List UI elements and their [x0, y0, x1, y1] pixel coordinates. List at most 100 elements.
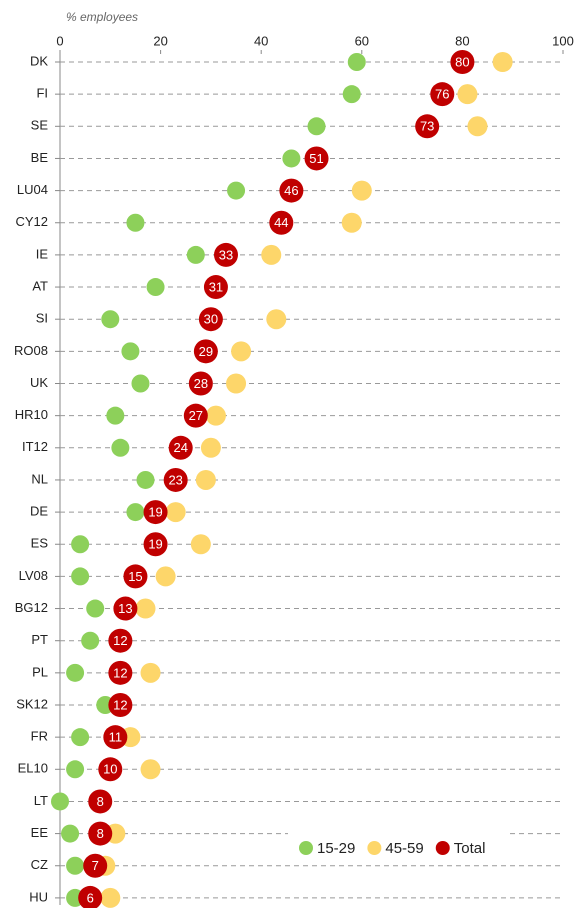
- legend-label: 15-29: [317, 840, 355, 857]
- y-tick-label: LU04: [17, 182, 48, 197]
- dot: [266, 309, 287, 330]
- dot: [71, 535, 90, 554]
- dot: [200, 437, 221, 458]
- dot: [430, 82, 455, 107]
- data-label: 12: [113, 665, 127, 680]
- dot: [83, 853, 108, 878]
- y-tick-label: DK: [30, 53, 48, 68]
- legend-label: Total: [454, 840, 486, 857]
- dot: [101, 310, 120, 329]
- dot: [121, 342, 140, 361]
- dot: [111, 438, 130, 457]
- dot: [108, 628, 133, 653]
- y-tick-label: DE: [30, 504, 48, 519]
- dot: [341, 212, 362, 233]
- dot: [457, 84, 478, 105]
- legend-marker: [435, 841, 450, 855]
- data-label: 10: [103, 762, 117, 777]
- y-tick-label: SK12: [16, 696, 48, 711]
- dot: [183, 403, 208, 428]
- data-label: 29: [199, 344, 213, 359]
- dot: [163, 467, 188, 492]
- data-label: 44: [274, 215, 288, 230]
- data-label: 30: [204, 312, 218, 327]
- y-tick-label: CY12: [15, 214, 48, 229]
- data-label: 15: [128, 569, 142, 584]
- y-tick-label: HR10: [15, 407, 48, 422]
- dot: [106, 406, 125, 425]
- dot: [168, 435, 193, 460]
- data-label: 11: [109, 730, 123, 745]
- data-label: 33: [219, 247, 233, 262]
- y-tick-label: LT: [34, 793, 48, 808]
- x-tick-label: 60: [355, 33, 369, 48]
- dot: [165, 502, 186, 523]
- dot: [135, 598, 156, 619]
- dot: [261, 244, 282, 265]
- legend-box: [288, 832, 510, 864]
- x-tick-label: 0: [56, 33, 63, 48]
- dot: [195, 469, 216, 490]
- y-tick-label: IE: [36, 246, 49, 261]
- data-label: 73: [420, 119, 434, 134]
- dot: [66, 663, 85, 682]
- dot: [347, 53, 366, 71]
- data-label: 51: [309, 151, 323, 166]
- data-label: 28: [194, 376, 208, 391]
- dot: [71, 728, 90, 747]
- dot: [126, 213, 145, 232]
- data-label: 23: [168, 472, 182, 487]
- legend-label: 45-59: [385, 840, 423, 857]
- data-label: 46: [284, 183, 298, 198]
- y-tick-label: UK: [30, 375, 48, 390]
- legend-marker: [367, 841, 382, 855]
- dot: [304, 146, 329, 171]
- dot: [71, 567, 90, 586]
- dot: [113, 596, 138, 621]
- dot: [213, 242, 238, 267]
- x-tick-label: 80: [455, 33, 469, 48]
- y-tick-label: IT12: [22, 439, 48, 454]
- dot: [205, 405, 226, 426]
- y-tick-label: LV08: [19, 568, 48, 583]
- dot: [467, 116, 488, 137]
- dot: [140, 759, 161, 780]
- dot: [450, 50, 475, 74]
- data-label: 76: [435, 87, 449, 102]
- y-tick-label: BE: [31, 150, 49, 165]
- data-label: 12: [113, 633, 127, 648]
- y-tick-label: CZ: [31, 857, 48, 872]
- dot: [282, 149, 301, 168]
- dot: [66, 856, 85, 875]
- y-tick-label: FI: [36, 86, 48, 101]
- dot: [188, 371, 213, 396]
- data-label: 8: [97, 794, 104, 809]
- dot: [100, 887, 121, 908]
- dot: [203, 275, 228, 300]
- y-tick-label: PL: [32, 664, 48, 679]
- dot: [279, 178, 304, 203]
- y-tick-label: FR: [31, 729, 48, 744]
- dot: [123, 564, 148, 589]
- dot: [126, 503, 145, 522]
- dot: [186, 245, 205, 264]
- dot: [351, 180, 372, 201]
- x-tick-label: 100: [552, 33, 574, 48]
- chart-subtitle: % employees: [66, 10, 138, 24]
- y-tick-label: PT: [31, 632, 48, 647]
- dot: [193, 339, 218, 364]
- legend-marker: [299, 841, 313, 855]
- data-label: 13: [118, 601, 132, 616]
- y-tick-label: RO08: [14, 343, 48, 358]
- dot: [136, 470, 155, 489]
- dot: [155, 566, 176, 587]
- dot: [108, 693, 133, 717]
- dot: [143, 532, 168, 557]
- data-label: 19: [148, 505, 162, 520]
- dot: [269, 210, 294, 235]
- data-label: 80: [455, 54, 469, 69]
- data-label: 24: [173, 440, 187, 455]
- data-label: 27: [189, 408, 203, 423]
- dot: [140, 662, 161, 683]
